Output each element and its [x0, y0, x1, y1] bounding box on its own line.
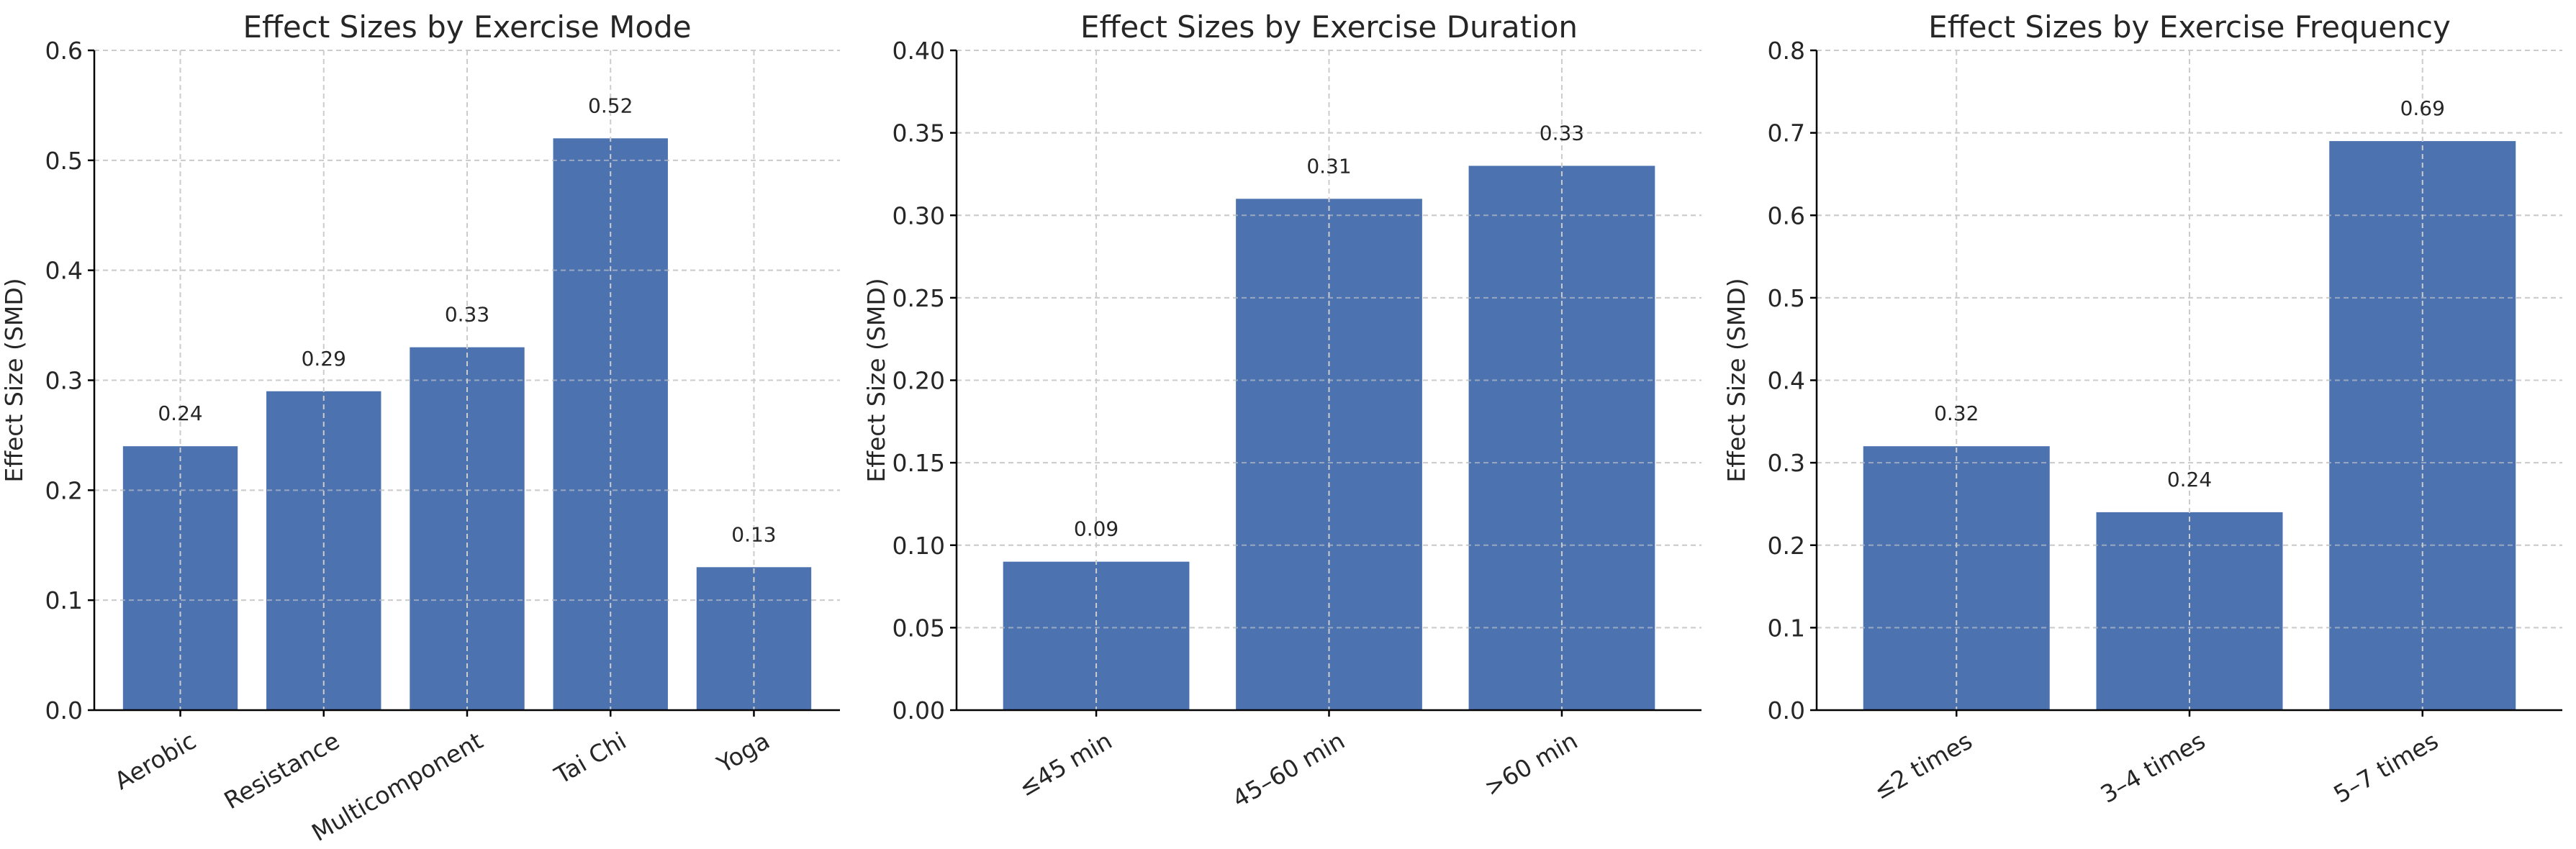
y-tick-label: 0.10: [892, 532, 945, 560]
bar-3-4-times: [2096, 512, 2283, 710]
chart-title: Effect Sizes by Exercise Duration: [1080, 9, 1578, 45]
data-label: 0.69: [2400, 96, 2445, 120]
y-axis-label: Effect Size (SMD): [0, 278, 28, 482]
y-tick-label: 0.0: [45, 696, 83, 725]
y-tick-label: 0.2: [1768, 532, 1805, 560]
data-label: 0.52: [588, 94, 633, 117]
y-tick-label: 0.30: [892, 201, 945, 230]
y-tick-label: 0.8: [1768, 37, 1805, 65]
bar-45-min: [1003, 561, 1190, 710]
y-tick-label: 0.6: [1768, 201, 1805, 230]
chart-panel-2: 0.09 0.31 0.33 0.00 0.05 0.10 0.15 0.20 0.25 0.30…: [862, 9, 1701, 813]
y-tick-label: 0.2: [45, 476, 83, 504]
y-tick-label: 0.1: [45, 586, 83, 614]
y-axis-label: Effect Size (SMD): [1722, 278, 1750, 482]
data-label: 0.32: [1934, 401, 1979, 425]
y-tick-label: 0.3: [45, 367, 83, 395]
data-label: 0.29: [302, 347, 346, 371]
y-tick-label: 0.05: [892, 614, 945, 642]
y-tick-label: 0.00: [892, 696, 945, 725]
y-tick-label: 0.7: [1768, 119, 1805, 147]
chart-title: Effect Sizes by Exercise Frequency: [1928, 9, 2451, 45]
data-label: 0.33: [445, 303, 489, 327]
y-tick-label: 0.5: [45, 147, 83, 175]
data-label: 0.09: [1074, 517, 1118, 541]
y-tick-label: 0.6: [45, 37, 83, 65]
data-label: 0.31: [1306, 154, 1351, 178]
y-tick-label: 0.15: [892, 449, 945, 477]
y-tick-label: 0.40: [892, 37, 945, 65]
chart-title: Effect Sizes by Exercise Mode: [243, 9, 691, 45]
y-axis-label: Effect Size (SMD): [862, 278, 890, 482]
data-label: 0.33: [1540, 121, 1584, 145]
y-tick-label: 0.20: [892, 367, 945, 395]
data-label: 0.24: [158, 401, 202, 425]
data-label: 0.24: [2167, 468, 2212, 491]
y-tick-label: 0.4: [45, 257, 83, 285]
y-tick-label: 0.3: [1768, 449, 1805, 477]
chart-panel-3: 0.320.240.690.00.10.20.30.40.50.60.70.8≤…: [1722, 9, 2562, 809]
y-tick-label: 0.5: [1768, 284, 1805, 312]
y-tick-label: 0.0: [1768, 696, 1805, 725]
y-tick-label: 0.1: [1768, 614, 1805, 642]
y-tick-label: 0.35: [892, 119, 945, 147]
y-tick-label: 0.4: [1768, 367, 1805, 395]
data-label: 0.13: [731, 522, 776, 546]
bar-60-min: [1468, 165, 1655, 711]
y-tick-label: 0.25: [892, 284, 945, 312]
